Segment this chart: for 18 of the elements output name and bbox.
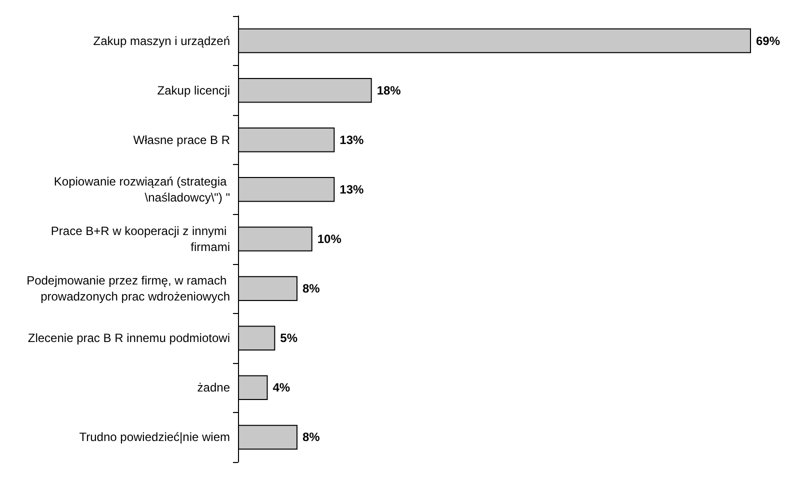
data-label: 13%	[340, 132, 364, 147]
data-label: 8%	[302, 282, 320, 296]
y-tick-label: żadne	[197, 380, 230, 395]
data-label: 10%	[317, 232, 342, 246]
data-label: 4%	[272, 380, 290, 395]
data-label: 8%	[302, 430, 320, 444]
y-tick-label: Zlecenie prac B R innemu podmiotowi	[28, 331, 230, 346]
data-label: 5%	[280, 331, 298, 346]
data-label: 13%	[340, 182, 364, 196]
y-tick-label: Kopiowanie rozwiązań (strategia \naśladowcy\") "	[54, 174, 230, 204]
y-tick-label: Podejmowanie przez firmę, w ramach prowadzonych prac wdrożeniowych	[26, 274, 230, 304]
y-tick-label: Prace B+R w kooperacji z innymi firmami	[50, 224, 230, 254]
y-tick-label: Zakup licencji	[157, 83, 230, 98]
y-tick-label: Trudno powiedzieć|nie wiem	[79, 430, 230, 444]
y-tick-label: Własne prace B R	[133, 132, 230, 147]
y-tick-label: Zakup maszyn i urządzeń	[93, 34, 230, 48]
data-label: 18%	[376, 83, 402, 98]
data-label: 69%	[756, 34, 780, 48]
